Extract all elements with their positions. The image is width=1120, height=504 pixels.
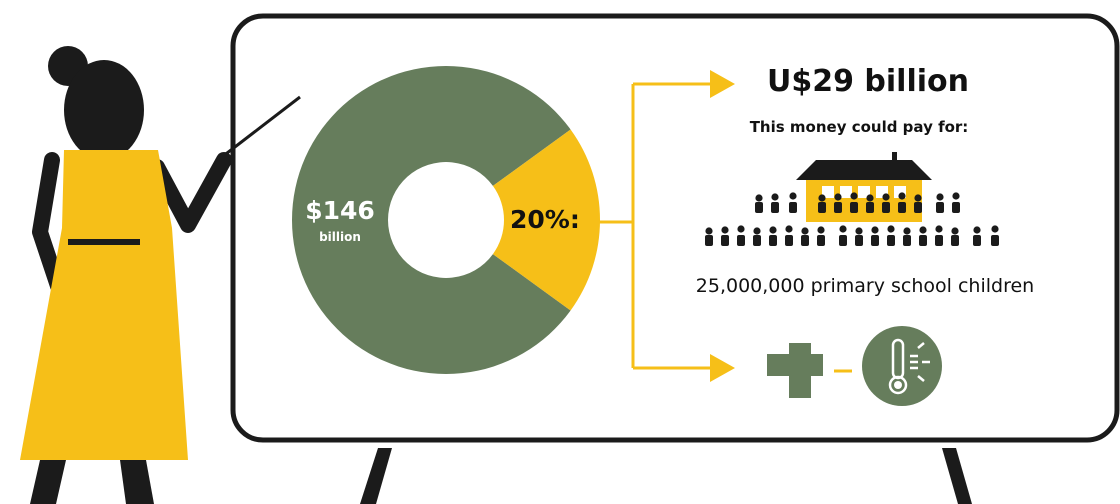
child-figure xyxy=(834,193,842,213)
child-figure xyxy=(866,194,874,213)
arrow-icon xyxy=(710,70,735,98)
school-building-icon xyxy=(796,152,932,222)
child-figure xyxy=(771,193,779,213)
child-figure xyxy=(887,225,895,246)
children-crowd-icon xyxy=(705,192,999,246)
donut-center-unit: billion xyxy=(319,230,361,244)
child-figure xyxy=(817,226,825,246)
child-figure xyxy=(919,226,927,246)
child-figure xyxy=(936,193,944,213)
connector-lines xyxy=(598,82,712,370)
child-figure xyxy=(935,225,943,246)
donut-center-amount: $146 xyxy=(305,196,375,225)
donut-slice-0 xyxy=(292,65,571,374)
child-figure xyxy=(769,226,777,246)
child-figure xyxy=(753,227,761,246)
highlight-slice-label: 20%: xyxy=(510,205,580,234)
child-figure xyxy=(898,192,906,213)
child-figure xyxy=(855,227,863,246)
child-figure xyxy=(705,227,713,246)
children-caption: 25,000,000 primary school children xyxy=(695,275,1035,297)
child-figure xyxy=(914,194,922,213)
child-figure xyxy=(991,225,999,246)
child-figure xyxy=(952,192,960,213)
child-figure xyxy=(973,226,981,246)
health-cross-icon xyxy=(767,343,823,398)
child-figure xyxy=(882,193,890,213)
child-figure xyxy=(721,226,729,246)
donut-chart xyxy=(292,65,600,374)
child-figure xyxy=(850,192,858,213)
child-figure xyxy=(785,225,793,246)
child-figure xyxy=(951,227,959,246)
child-figure xyxy=(737,225,745,246)
headline: U$29 billion xyxy=(766,64,969,99)
board-left-leg xyxy=(360,448,392,504)
board-right-leg xyxy=(942,448,972,504)
child-figure xyxy=(801,227,809,246)
child-figure xyxy=(789,192,797,213)
child-figure xyxy=(755,194,763,213)
child-figure xyxy=(818,194,826,213)
child-figure xyxy=(839,225,847,246)
subheadline: This money could pay for: xyxy=(749,118,969,136)
presenter-figure xyxy=(20,46,301,504)
arrow-icon xyxy=(710,354,735,382)
child-figure xyxy=(903,227,911,246)
child-figure xyxy=(871,226,879,246)
thermometer-icon xyxy=(862,326,942,406)
donut-slice-1 xyxy=(492,129,600,311)
